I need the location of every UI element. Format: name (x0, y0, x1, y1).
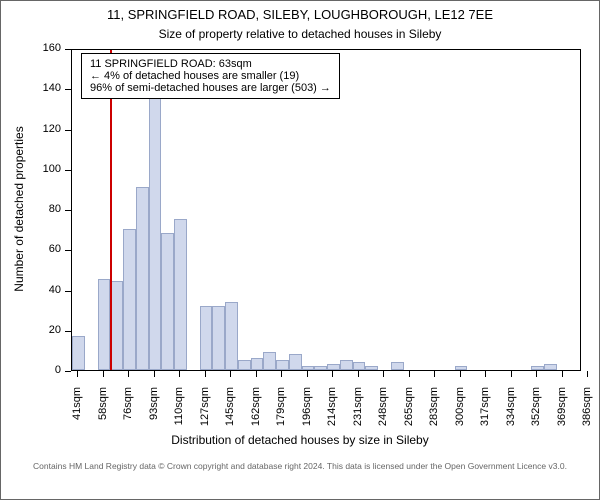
histogram-bar (200, 306, 213, 370)
x-tick-label: 196sqm (301, 387, 313, 437)
histogram-bar (136, 187, 149, 370)
x-tick (103, 371, 104, 377)
x-tick-label: 369sqm (556, 387, 568, 437)
x-tick-label: 110sqm (173, 387, 185, 437)
x-tick (562, 371, 563, 377)
histogram-bar (544, 364, 557, 370)
x-tick (256, 371, 257, 377)
x-tick (179, 371, 180, 377)
x-tick (358, 371, 359, 377)
y-tick-label: 20 (31, 324, 61, 336)
x-tick-label: 248sqm (377, 387, 389, 437)
x-tick-label: 317sqm (479, 387, 491, 437)
chart-container: 11, SPRINGFIELD ROAD, SILEBY, LOUGHBOROU… (0, 0, 600, 500)
x-tick (511, 371, 512, 377)
x-tick-label: 386sqm (581, 387, 593, 437)
histogram-bar (72, 336, 85, 370)
x-tick (587, 371, 588, 377)
x-tick (383, 371, 384, 377)
x-tick-label: 300sqm (454, 387, 466, 437)
annotation-line-3: 96% of semi-detached houses are larger (… (90, 82, 331, 94)
x-tick-label: 145sqm (224, 387, 236, 437)
x-tick (434, 371, 435, 377)
x-tick (409, 371, 410, 377)
y-tick-label: 140 (31, 82, 61, 94)
y-tick (65, 371, 71, 372)
histogram-bar (263, 352, 276, 370)
x-tick-label: 214sqm (326, 387, 338, 437)
x-tick-label: 76sqm (122, 387, 134, 437)
title-line-2: Size of property relative to detached ho… (1, 27, 599, 41)
y-tick-label: 100 (31, 163, 61, 175)
histogram-bar (353, 362, 366, 370)
histogram-bar (327, 364, 340, 370)
histogram-bar (314, 366, 327, 370)
x-tick (230, 371, 231, 377)
y-tick (65, 210, 71, 211)
histogram-bar (531, 366, 544, 370)
histogram-bar (276, 360, 289, 370)
y-tick (65, 250, 71, 251)
x-tick-label: 127sqm (199, 387, 211, 437)
x-tick-label: 41sqm (71, 387, 83, 437)
histogram-bar (98, 279, 111, 370)
x-tick (536, 371, 537, 377)
histogram-bar (340, 360, 353, 370)
y-tick-label: 80 (31, 203, 61, 215)
x-tick (332, 371, 333, 377)
y-tick (65, 49, 71, 50)
x-tick-label: 265sqm (403, 387, 415, 437)
histogram-bar (123, 229, 136, 370)
x-tick-label: 93sqm (148, 387, 160, 437)
y-tick (65, 89, 71, 90)
histogram-bar (455, 366, 468, 370)
x-tick (128, 371, 129, 377)
y-tick (65, 291, 71, 292)
x-tick (460, 371, 461, 377)
histogram-bar (174, 219, 187, 370)
annotation-line-2: ← 4% of detached houses are smaller (19) (90, 70, 331, 82)
histogram-bar (161, 233, 174, 370)
histogram-bar (365, 366, 378, 370)
y-tick (65, 170, 71, 171)
x-tick (154, 371, 155, 377)
histogram-bar (238, 360, 251, 370)
x-tick-label: 283sqm (428, 387, 440, 437)
x-tick (281, 371, 282, 377)
y-tick-label: 0 (31, 364, 61, 376)
x-tick-label: 162sqm (250, 387, 262, 437)
histogram-bar (391, 362, 404, 370)
histogram-bar (302, 366, 315, 370)
x-tick-label: 334sqm (505, 387, 517, 437)
x-tick-label: 179sqm (275, 387, 287, 437)
annotation-line-1: 11 SPRINGFIELD ROAD: 63sqm (90, 58, 331, 70)
x-tick-label: 231sqm (352, 387, 364, 437)
histogram-bar (289, 354, 302, 370)
y-tick-label: 60 (31, 243, 61, 255)
histogram-bar (212, 306, 225, 370)
y-tick (65, 331, 71, 332)
x-tick (485, 371, 486, 377)
x-tick (77, 371, 78, 377)
title-line-1: 11, SPRINGFIELD ROAD, SILEBY, LOUGHBOROU… (1, 7, 599, 22)
x-tick (307, 371, 308, 377)
y-tick-label: 40 (31, 284, 61, 296)
x-tick-label: 352sqm (530, 387, 542, 437)
y-tick (65, 130, 71, 131)
y-axis-label: Number of detached properties (12, 48, 26, 370)
x-tick-label: 58sqm (97, 387, 109, 437)
histogram-bar (251, 358, 264, 370)
histogram-bar (225, 302, 238, 370)
histogram-bar (149, 92, 162, 370)
x-tick (205, 371, 206, 377)
annotation-box: 11 SPRINGFIELD ROAD: 63sqm ← 4% of detac… (81, 53, 340, 99)
y-tick-label: 160 (31, 42, 61, 54)
y-tick-label: 120 (31, 123, 61, 135)
footer-attribution: Contains HM Land Registry data © Crown c… (11, 461, 589, 471)
